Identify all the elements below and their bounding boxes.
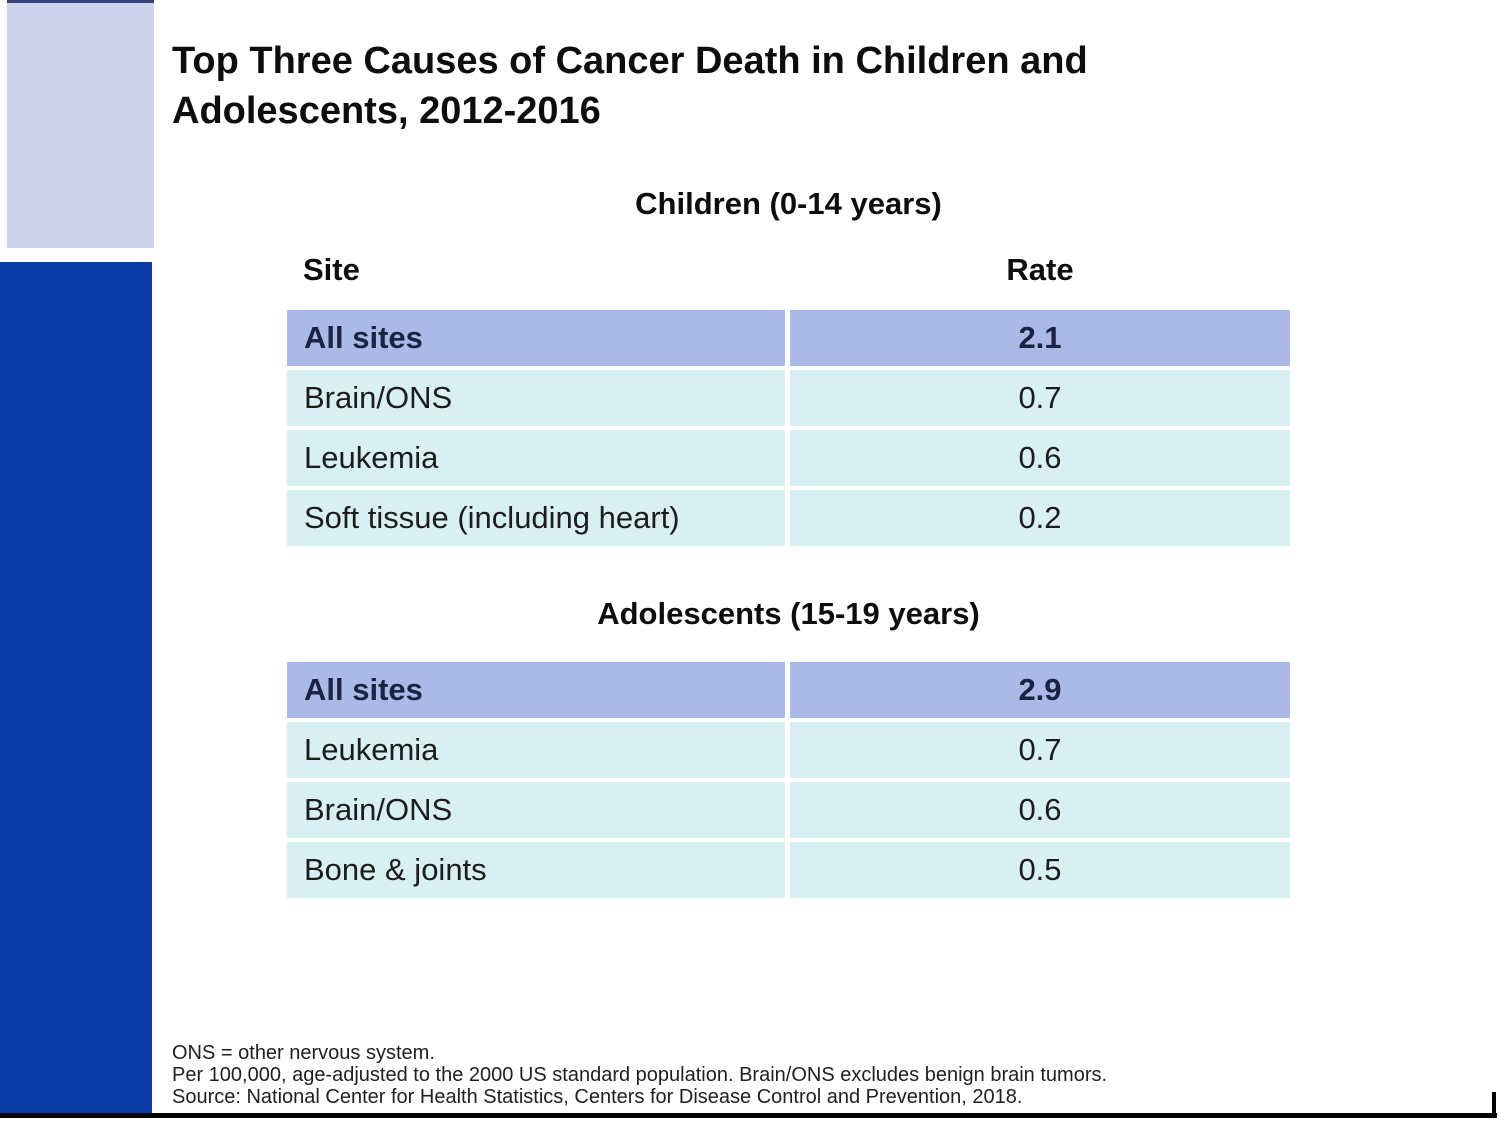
table-row: Brain/ONS 0.6	[287, 782, 1290, 838]
rate-cell: 0.7	[790, 722, 1290, 778]
bottom-rule	[0, 1113, 1497, 1118]
table-row: Leukemia 0.6	[287, 430, 1290, 486]
left-accent-bar	[0, 262, 152, 1113]
rate-cell: 0.6	[790, 430, 1290, 486]
table-row: Bone & joints 0.5	[287, 842, 1290, 898]
corner-accent-block	[7, 0, 154, 248]
right-edge-rule	[1492, 1092, 1496, 1118]
table-row: Soft tissue (including heart) 0.2	[287, 490, 1290, 546]
rate-cell: 2.9	[790, 662, 1290, 718]
footnote-rate-definition: Per 100,000, age-adjusted to the 2000 US…	[172, 1064, 1108, 1086]
rate-cell: 0.7	[790, 370, 1290, 426]
table-row: All sites 2.9	[287, 662, 1290, 718]
footnotes: ONS = other nervous system. Per 100,000,…	[172, 1042, 1352, 1108]
rate-cell: 0.6	[790, 782, 1290, 838]
table-row: Brain/ONS 0.7	[287, 370, 1290, 426]
rate-cell: 0.5	[790, 842, 1290, 898]
site-cell: Leukemia	[287, 430, 785, 486]
footnote-source: Source: National Center for Health Stati…	[172, 1086, 1023, 1108]
site-cell: Soft tissue (including heart)	[287, 490, 785, 546]
footnote-ons-definition: ONS = other nervous system.	[172, 1042, 435, 1064]
rate-cell: 2.1	[790, 310, 1290, 366]
adolescents-table: All sites 2.9 Leukemia 0.7 Brain/ONS 0.6…	[287, 662, 1290, 898]
rate-column-header: Rate	[1006, 252, 1074, 287]
site-cell: Brain/ONS	[287, 782, 785, 838]
table-row: Leukemia 0.7	[287, 722, 1290, 778]
site-cell: All sites	[287, 310, 785, 366]
site-cell: Bone & joints	[287, 842, 785, 898]
site-cell: Leukemia	[287, 722, 785, 778]
site-cell: All sites	[287, 662, 785, 718]
column-headers: Site Rate	[287, 252, 1290, 288]
table-row: All sites 2.1	[287, 310, 1290, 366]
adolescents-table-heading: Adolescents (15-19 years)	[597, 596, 980, 631]
slide-title: Top Three Causes of Cancer Death in Chil…	[172, 40, 1088, 133]
children-table: All sites 2.1 Brain/ONS 0.7 Leukemia 0.6…	[287, 310, 1290, 546]
rate-cell: 0.2	[790, 490, 1290, 546]
site-column-header: Site	[303, 252, 360, 287]
site-cell: Brain/ONS	[287, 370, 785, 426]
children-table-heading: Children (0-14 years)	[635, 186, 942, 221]
